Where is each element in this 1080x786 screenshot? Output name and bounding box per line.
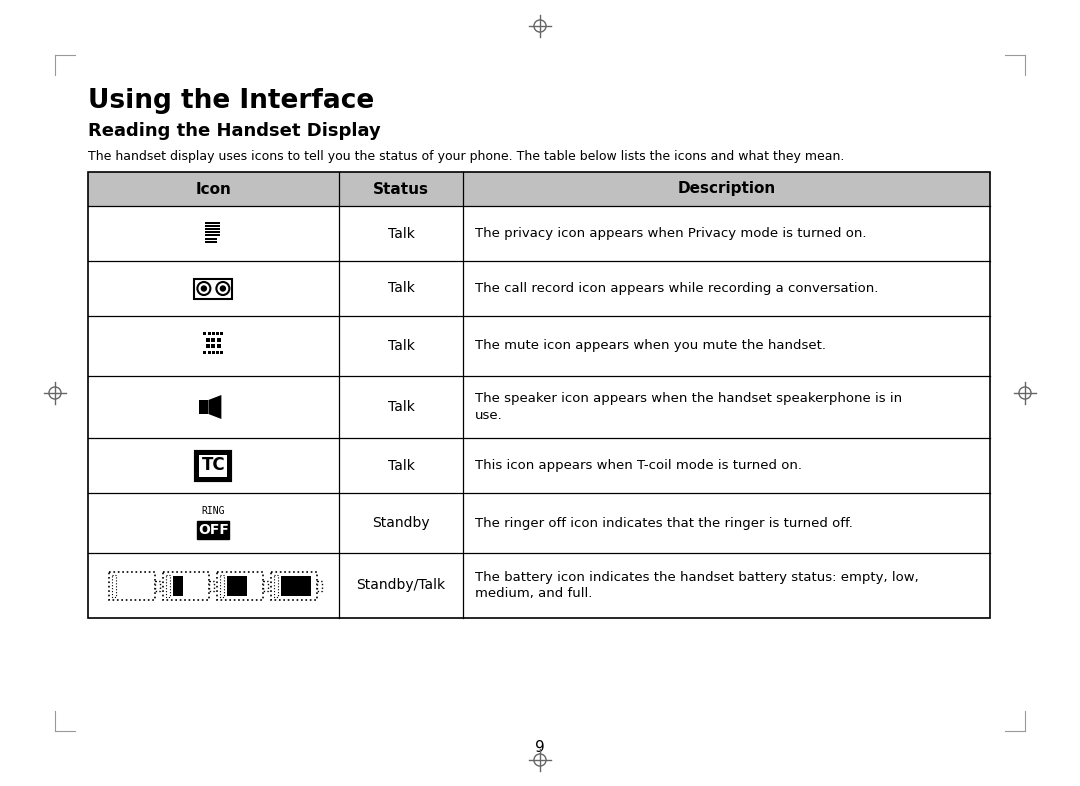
Bar [200, 400, 208, 414]
Bar [217, 571, 264, 600]
Text: OFF: OFF [198, 523, 229, 537]
Bar [282, 575, 311, 596]
Bar [207, 351, 211, 354]
Bar [216, 332, 219, 335]
Bar [212, 222, 214, 224]
Bar [217, 228, 219, 230]
Bar [205, 222, 207, 224]
Bar [112, 575, 117, 597]
Bar [205, 225, 207, 227]
Bar [214, 228, 217, 230]
Bar [208, 237, 211, 240]
Text: Description: Description [677, 182, 775, 196]
Bar [212, 231, 214, 233]
Text: TC: TC [202, 457, 226, 475]
Bar [206, 344, 211, 348]
Text: 9: 9 [535, 740, 545, 755]
Bar [208, 225, 211, 227]
Bar [203, 219, 224, 248]
Bar [216, 351, 219, 354]
Bar [200, 454, 228, 476]
Bar [220, 332, 224, 335]
Bar [274, 575, 279, 597]
Bar [208, 231, 211, 233]
Bar [217, 225, 219, 227]
Bar [87, 172, 990, 618]
Bar [205, 237, 207, 240]
Polygon shape [208, 395, 221, 419]
Bar [208, 228, 211, 230]
Bar [212, 234, 214, 237]
Bar [208, 241, 211, 243]
Bar [156, 581, 160, 590]
Bar [217, 234, 219, 237]
Bar [212, 225, 214, 227]
Text: This icon appears when T-coil mode is turned on.: This icon appears when T-coil mode is tu… [475, 459, 802, 472]
Text: The mute icon appears when you mute the handset.: The mute icon appears when you mute the … [475, 340, 826, 352]
Text: Standby/Talk: Standby/Talk [356, 578, 446, 593]
Bar [318, 581, 322, 590]
Bar [212, 228, 214, 230]
Text: The handset display uses icons to tell you the status of your phone. The table b: The handset display uses icons to tell y… [87, 150, 845, 163]
Bar [220, 351, 224, 354]
Bar [208, 234, 211, 237]
Bar [228, 575, 247, 596]
Text: The speaker icon appears when the handset speakerphone is in
use.: The speaker icon appears when the handse… [475, 392, 903, 422]
Bar [87, 172, 990, 206]
Bar [264, 581, 268, 590]
Bar [212, 241, 214, 243]
Circle shape [220, 286, 226, 291]
Bar [198, 521, 229, 539]
Text: Talk: Talk [388, 281, 415, 296]
Bar [205, 231, 207, 233]
Text: Using the Interface: Using the Interface [87, 88, 375, 114]
Text: Standby: Standby [373, 516, 430, 530]
Bar [166, 575, 171, 597]
Bar [208, 222, 211, 224]
Bar [109, 571, 156, 600]
Text: The battery icon indicates the handset battery status: empty, low,
medium, and f: The battery icon indicates the handset b… [475, 571, 919, 601]
Bar [174, 575, 184, 596]
Text: Icon: Icon [195, 182, 231, 196]
Bar [212, 237, 214, 240]
Bar [217, 231, 219, 233]
Text: The ringer off icon indicates that the ringer is turned off.: The ringer off icon indicates that the r… [475, 516, 853, 530]
Bar [214, 222, 217, 224]
Bar [220, 575, 225, 597]
Bar [217, 338, 220, 342]
Text: Status: Status [373, 182, 429, 196]
Bar [214, 234, 217, 237]
Text: The call record icon appears while recording a conversation.: The call record icon appears while recor… [475, 282, 879, 295]
Bar [271, 571, 318, 600]
Bar [212, 338, 215, 342]
Bar [205, 241, 207, 243]
Bar [205, 228, 207, 230]
Text: Talk: Talk [388, 226, 415, 241]
Bar [214, 231, 217, 233]
Circle shape [201, 286, 206, 291]
Bar [212, 332, 215, 335]
Text: The privacy icon appears when Privacy mode is turned on.: The privacy icon appears when Privacy mo… [475, 227, 867, 240]
Bar [217, 344, 220, 348]
Bar [203, 332, 206, 335]
Bar [217, 222, 219, 224]
Bar [203, 351, 206, 354]
Text: Talk: Talk [388, 339, 415, 353]
Bar [210, 581, 214, 590]
Bar [197, 451, 230, 479]
Bar [207, 332, 211, 335]
Bar [214, 225, 217, 227]
Text: RING: RING [202, 506, 225, 516]
Text: Talk: Talk [388, 458, 415, 472]
Bar [212, 351, 215, 354]
Bar [206, 338, 211, 342]
Text: Reading the Handset Display: Reading the Handset Display [87, 122, 381, 140]
Bar [214, 241, 217, 243]
Bar [214, 237, 217, 240]
Bar [194, 278, 232, 299]
Text: Talk: Talk [388, 400, 415, 414]
Bar [205, 234, 207, 237]
Bar [212, 344, 215, 348]
Bar [163, 571, 210, 600]
